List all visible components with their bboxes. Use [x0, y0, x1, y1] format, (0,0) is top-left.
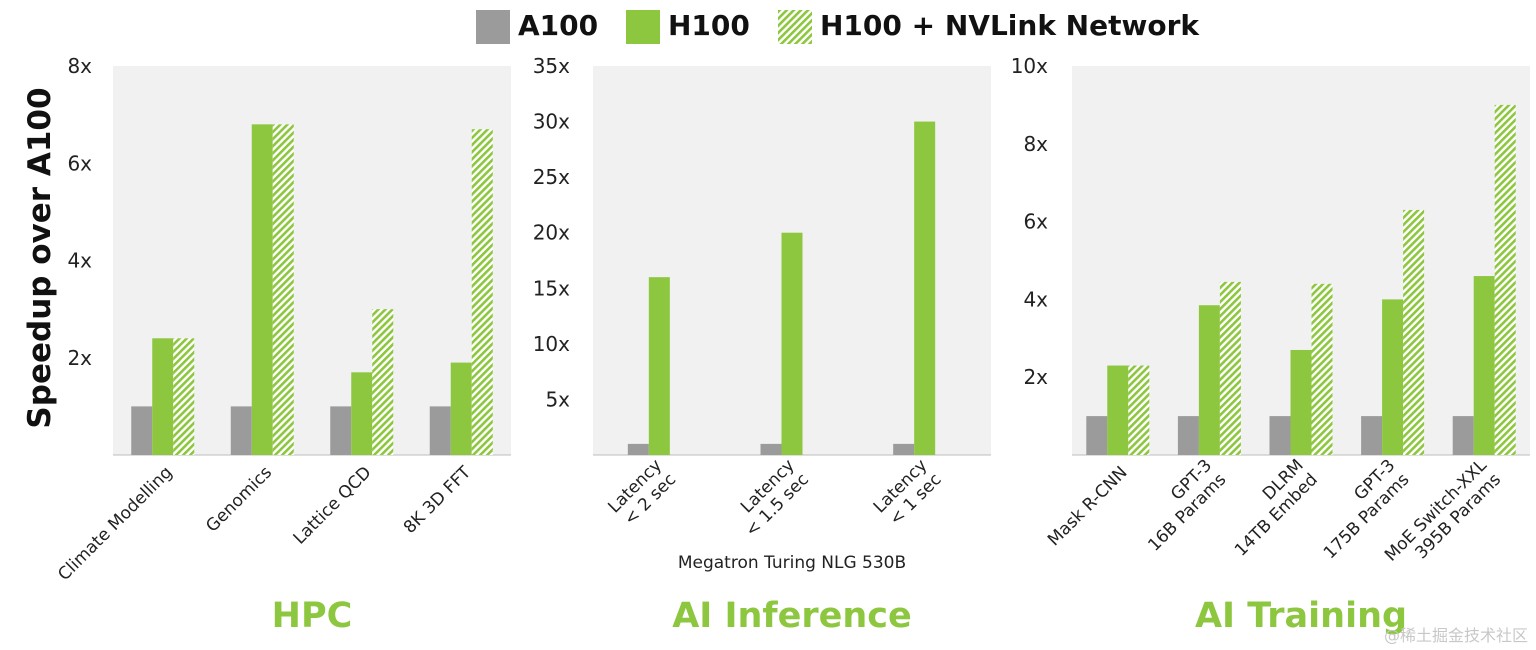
y-tick-label: 10x — [533, 332, 570, 356]
bar-h100-nvlink-climate-modelling — [173, 338, 195, 455]
x-tick-label-latency-1-5-sec: Latency< 1.5 sec — [727, 456, 812, 541]
x-tick-label-lattice-qcd: Lattice QCD — [290, 463, 376, 549]
x-tick-label-8k-3d-fft: 8K 3D FFT — [400, 462, 476, 538]
y-tick-label: 6x — [67, 151, 92, 175]
y-tick-label: 6x — [1023, 210, 1048, 234]
legend-label-a100: A100 — [518, 9, 599, 42]
bar-h100-nvlink-dlrm-14tb — [1311, 283, 1333, 455]
y-tick-label: 30x — [533, 110, 570, 134]
bar-h100-nvlink-mask-r-cnn — [1128, 365, 1150, 455]
bar-h100-nvlink-gpt-3-175b — [1403, 209, 1425, 455]
bar-h100-nvlink-8k-3d-fft — [471, 129, 493, 455]
x-tick-label-mask-r-cnn: Mask R-CNN — [1044, 463, 1132, 551]
bar-h100-moe-switch-xxl — [1473, 276, 1495, 455]
bar-h100-nvlink-gpt-3-16b — [1219, 281, 1241, 455]
y-tick-label: 35x — [533, 54, 570, 78]
bar-a100-latency-1-sec — [893, 443, 915, 455]
bar-h100-genomics — [251, 124, 273, 455]
bar-h100-nvlink-lattice-qcd — [372, 309, 394, 455]
bar-a100-mask-r-cnn — [1086, 416, 1108, 455]
bar-h100-latency-1-5-sec — [781, 232, 803, 455]
bar-h100-climate-modelling — [152, 338, 174, 455]
bar-h100-latency-1-sec — [914, 121, 936, 456]
bar-a100-moe-switch-xxl — [1452, 416, 1474, 455]
bar-a100-lattice-qcd — [330, 406, 352, 455]
bar-a100-dlrm-14tb — [1269, 416, 1291, 455]
x-tick-label-latency-1-sec: Latency< 1 sec — [870, 456, 946, 532]
y-tick-label: 4x — [1023, 287, 1048, 311]
bar-h100-latency-2-sec — [648, 277, 670, 455]
legend-swatch-a100 — [476, 10, 510, 44]
x-tick-label-climate-modelling: Climate Modelling — [54, 463, 176, 585]
bar-a100-latency-1-5-sec — [760, 443, 782, 455]
y-tick-label: 25x — [533, 165, 570, 189]
y-tick-label: 10x — [1011, 54, 1048, 78]
legend-swatch-h100 — [626, 10, 660, 44]
x-tick-label-dlrm-14tb: DLRM14TB Embed — [1217, 456, 1322, 561]
y-tick-label: 2x — [1023, 365, 1048, 389]
panel-ai-training: 2x 4x 6x 8x 10x Mask R-CNN GPT-316B Params DLRM… — [1011, 54, 1530, 565]
legend-label-h100-nvlink: H100 + NVLink Network — [820, 9, 1200, 42]
y-tick-label: 20x — [533, 221, 570, 245]
y-tick-label: 5x — [545, 387, 570, 411]
bar-h100-8k-3d-fft — [450, 362, 472, 455]
bar-a100-genomics — [230, 406, 252, 455]
legend: A100 H100 H100 + NVLink Network — [0, 8, 1536, 44]
bar-h100-gpt-3-16b — [1198, 305, 1220, 455]
bar-h100-gpt-3-175b — [1382, 299, 1404, 455]
bar-a100-8k-3d-fft — [429, 406, 451, 455]
y-tick-label: 8x — [67, 54, 92, 78]
panel-hpc: 2x 4x 6x 8x Climate Modelling Genomics Lattice… — [54, 54, 511, 585]
legend-label-h100: H100 — [668, 9, 750, 42]
panel-subtitle-ai-inference: Megatron Turing NLG 530B — [677, 553, 907, 573]
bar-h100-nvlink-genomics — [272, 124, 294, 455]
bar-a100-gpt-3-16b — [1177, 416, 1199, 455]
panel-title-hpc: HPC — [271, 596, 353, 636]
x-tick-label-gpt-3-16b: GPT-316B Params — [1130, 455, 1230, 555]
panel-ai-inference: 5x 10x 15x 20x 25x 30x 35x Latency< 2 sec Latenc… — [533, 54, 991, 541]
bar-h100-lattice-qcd — [351, 372, 373, 455]
panel-title-ai-inference: AI Inference — [672, 596, 912, 636]
bar-a100-latency-2-sec — [627, 443, 649, 455]
x-tick-label-latency-2-sec: Latency< 2 sec — [604, 456, 680, 532]
y-tick-label: 2x — [67, 346, 92, 370]
bar-a100-climate-modelling — [131, 406, 153, 455]
legend-swatch-h100-nvlink — [778, 10, 812, 44]
panel-title-ai-training: AI Training — [1194, 596, 1408, 636]
bar-h100-nvlink-moe-switch-xxl — [1494, 104, 1516, 456]
bar-h100-dlrm-14tb — [1290, 349, 1312, 455]
bar-a100-gpt-3-175b — [1361, 416, 1383, 455]
y-tick-label: 4x — [67, 249, 92, 273]
x-tick-label-genomics: Genomics — [202, 463, 276, 537]
y-tick-label: 15x — [533, 276, 570, 300]
y-tick-label: 8x — [1023, 132, 1048, 156]
watermark-text: @稀土掘金技术社区 — [1383, 626, 1528, 645]
bar-h100-mask-r-cnn — [1107, 365, 1129, 455]
